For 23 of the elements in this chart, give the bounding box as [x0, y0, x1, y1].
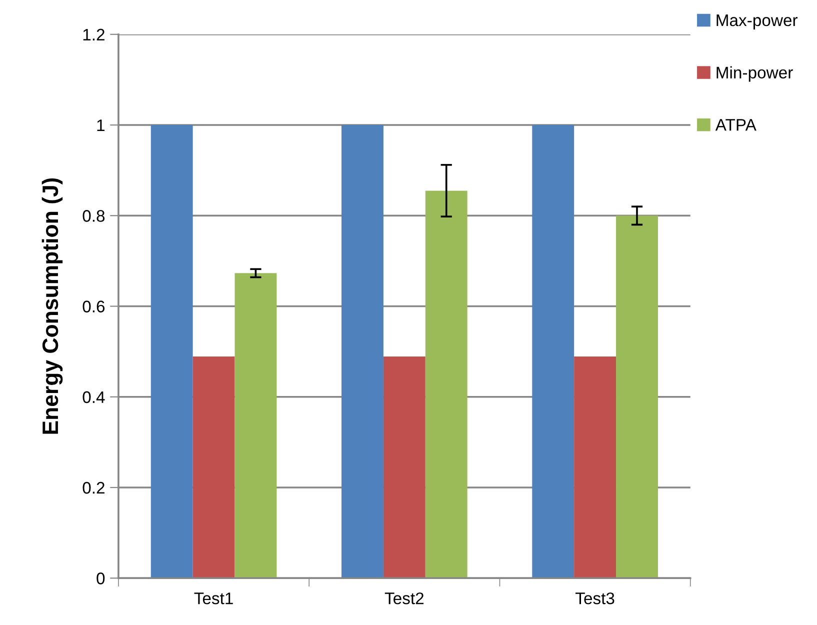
- legend-label: ATPA: [715, 119, 756, 131]
- y-tick-label: 0.8: [82, 210, 105, 222]
- bar: [234, 273, 277, 578]
- legend-label: Max-power: [716, 14, 798, 30]
- x-tick-label: Test1: [194, 592, 233, 604]
- legend-label: Min-power: [716, 66, 793, 82]
- bar: [616, 216, 658, 578]
- x-tick-label: Test3: [576, 592, 614, 604]
- bar: [192, 356, 235, 578]
- x-tick-label: Test2: [384, 592, 424, 604]
- bar: [383, 356, 426, 578]
- y-tick-label: 0.6: [82, 300, 105, 312]
- y-tick-label: 1: [97, 120, 104, 132]
- bar: [574, 356, 616, 578]
- bar: [425, 190, 468, 578]
- bar: [150, 125, 193, 578]
- y-tick-label: 0: [96, 572, 105, 584]
- y-tick-label: 1.2: [83, 28, 104, 40]
- y-tick-label: 0.2: [82, 482, 104, 494]
- y-tick-label: 0.4: [82, 391, 105, 404]
- bar: [532, 125, 574, 578]
- bar: [342, 125, 384, 578]
- y-axis-title: Energy Consumption (J): [42, 178, 63, 434]
